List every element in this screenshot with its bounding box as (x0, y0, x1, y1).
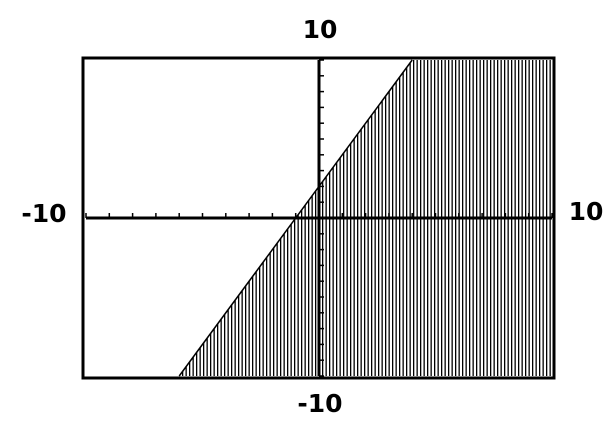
x-max-label: 10 (569, 197, 604, 226)
x-min-label: -10 (21, 199, 66, 228)
y-max-label: 10 (303, 15, 338, 44)
plot-frame (81, 56, 556, 380)
y-min-label: -10 (297, 389, 342, 418)
